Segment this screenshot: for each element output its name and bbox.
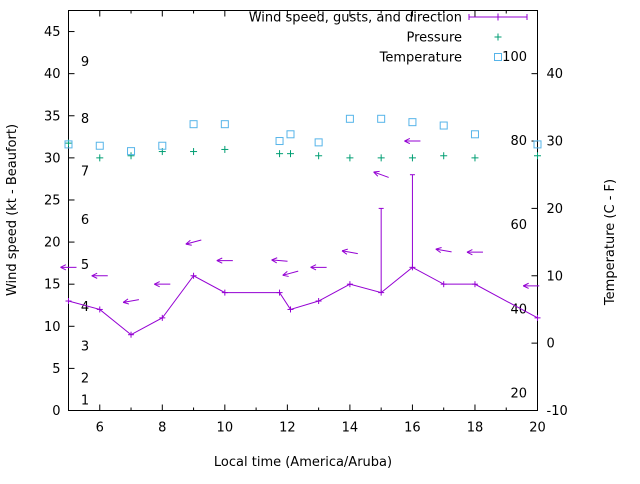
series-temperature xyxy=(64,114,542,156)
svg-text:8: 8 xyxy=(81,112,89,127)
svg-text:20: 20 xyxy=(44,236,61,251)
svg-text:30: 30 xyxy=(547,135,564,150)
svg-text:35: 35 xyxy=(44,109,61,124)
series-pressure xyxy=(65,139,541,162)
y-axis-right-title: Temperature (C - F) xyxy=(603,179,618,306)
svg-text:10: 10 xyxy=(44,320,61,335)
svg-text:20: 20 xyxy=(547,202,564,217)
x-axis: 6 8 10 12 14 16 18 20 xyxy=(68,10,546,436)
legend-label: Pressure xyxy=(406,31,462,46)
svg-text:16: 16 xyxy=(404,421,421,436)
svg-text:1: 1 xyxy=(81,393,89,408)
svg-text:40: 40 xyxy=(510,302,527,317)
svg-text:40: 40 xyxy=(44,67,61,82)
svg-text:0: 0 xyxy=(52,404,60,419)
legend-label: Wind speed, gusts, and direction xyxy=(249,11,462,26)
svg-text:4: 4 xyxy=(81,300,89,315)
svg-text:14: 14 xyxy=(342,421,359,436)
svg-text:6: 6 xyxy=(96,421,104,436)
y-axis-beaufort: 1 2 3 4 5 6 7 8 9 xyxy=(81,55,89,409)
svg-text:5: 5 xyxy=(52,362,60,377)
svg-text:6: 6 xyxy=(81,213,89,228)
svg-text:45: 45 xyxy=(44,25,61,40)
svg-text:2: 2 xyxy=(81,372,89,387)
svg-text:7: 7 xyxy=(81,164,89,179)
series-wind xyxy=(65,174,541,338)
y-axis-wind: 0 5 10 15 20 25 30 35 40 45 xyxy=(44,25,75,419)
svg-text:100: 100 xyxy=(502,50,527,65)
svg-text:-10: -10 xyxy=(547,404,568,419)
svg-text:10: 10 xyxy=(217,421,234,436)
svg-text:12: 12 xyxy=(279,421,296,436)
svg-text:10: 10 xyxy=(547,269,564,284)
legend: Wind speed, gusts, and direction Pressure… xyxy=(249,11,528,66)
svg-text:15: 15 xyxy=(44,278,61,293)
svg-text:60: 60 xyxy=(510,218,527,233)
svg-text:30: 30 xyxy=(44,151,61,166)
svg-text:8: 8 xyxy=(158,421,166,436)
axis-titles: Local time (America/Aruba) Wind speed (kt… xyxy=(5,124,618,470)
svg-text:20: 20 xyxy=(529,421,546,436)
svg-text:25: 25 xyxy=(44,193,61,208)
svg-text:9: 9 xyxy=(81,55,89,70)
svg-text:20: 20 xyxy=(510,387,527,402)
series-wind-arrows xyxy=(60,137,540,305)
svg-text:80: 80 xyxy=(510,134,527,149)
y-axis-temperature: -10 0 10 20 30 40 xyxy=(531,67,568,419)
svg-text:3: 3 xyxy=(81,340,89,355)
svg-text:40: 40 xyxy=(547,67,564,82)
x-axis-title: Local time (America/Aruba) xyxy=(214,455,392,470)
y-axis-right-inner: 20 40 60 80 100 xyxy=(502,50,527,402)
plot-border xyxy=(68,10,538,411)
svg-text:18: 18 xyxy=(467,421,484,436)
svg-text:0: 0 xyxy=(547,337,555,352)
svg-text:5: 5 xyxy=(81,258,89,273)
legend-label: Temperature xyxy=(379,51,462,66)
y-axis-left-title: Wind speed (kt - Beaufort) xyxy=(5,124,20,296)
